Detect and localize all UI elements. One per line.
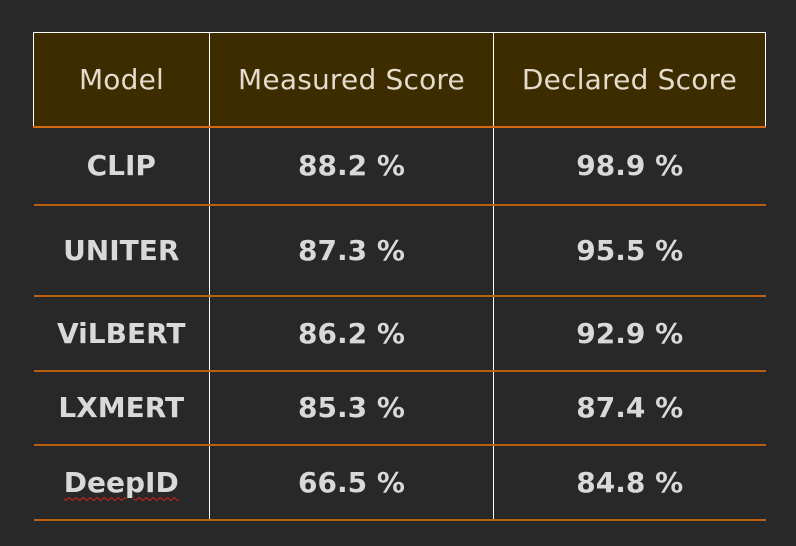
table-body: CLIP 88.2 % 98.9 % UNITER 87.3 % 95.5 % … xyxy=(33,126,766,521)
header-measured-score: Measured Score xyxy=(209,32,494,128)
table-row: UNITER 87.3 % 95.5 % xyxy=(33,204,766,297)
cell-measured-score: 66.5 % xyxy=(209,444,494,521)
cell-measured-score: 88.2 % xyxy=(209,126,494,206)
cell-model: UNITER xyxy=(33,204,210,297)
table-row: DeepID 66.5 % 84.8 % xyxy=(33,444,766,521)
score-table-container: Model Measured Score Declared Score CLIP… xyxy=(33,32,766,521)
spellcheck-flagged-text[interactable]: DeepID xyxy=(63,465,179,499)
cell-measured-score: 85.3 % xyxy=(209,370,494,446)
cell-model: ViLBERT xyxy=(33,295,210,372)
cell-declared-score: 84.8 % xyxy=(493,444,766,521)
table-row: CLIP 88.2 % 98.9 % xyxy=(33,126,766,206)
cell-model: DeepID xyxy=(33,444,210,521)
cell-model: CLIP xyxy=(33,126,210,206)
header-model: Model xyxy=(33,32,210,128)
cell-declared-score: 95.5 % xyxy=(493,204,766,297)
cell-measured-score: 86.2 % xyxy=(209,295,494,372)
cell-declared-score: 98.9 % xyxy=(493,126,766,206)
cell-model: LXMERT xyxy=(33,370,210,446)
table-header: Model Measured Score Declared Score xyxy=(33,32,766,128)
cell-declared-score: 87.4 % xyxy=(493,370,766,446)
cell-measured-score: 87.3 % xyxy=(209,204,494,297)
table-row: ViLBERT 86.2 % 92.9 % xyxy=(33,295,766,372)
score-table: Model Measured Score Declared Score CLIP… xyxy=(33,32,766,521)
header-row: Model Measured Score Declared Score xyxy=(33,32,766,128)
table-row: LXMERT 85.3 % 87.4 % xyxy=(33,370,766,446)
cell-declared-score: 92.9 % xyxy=(493,295,766,372)
header-declared-score: Declared Score xyxy=(493,32,766,128)
